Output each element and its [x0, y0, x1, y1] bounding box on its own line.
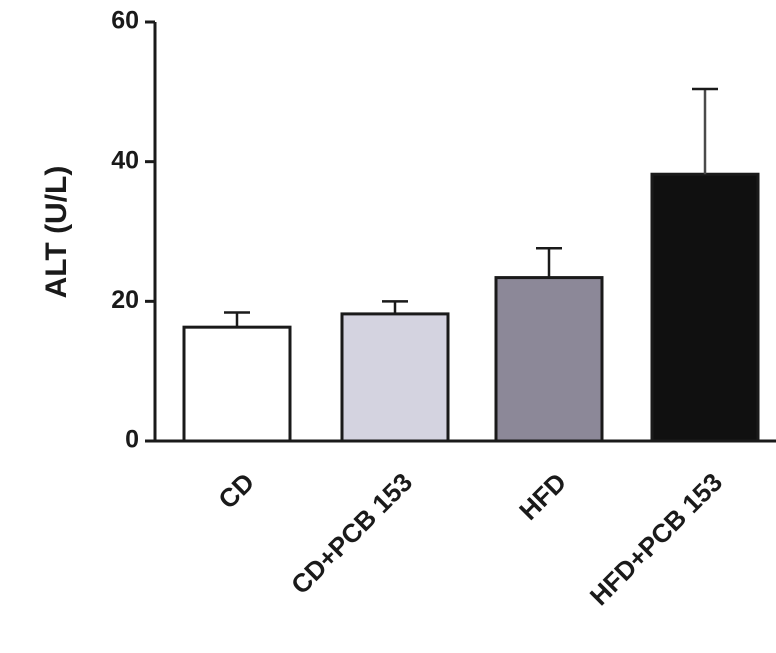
x-category-label: HFD [513, 467, 572, 526]
bar [650, 172, 760, 443]
y-tick-label: 40 [111, 146, 139, 174]
bar [494, 276, 604, 443]
bars [182, 172, 760, 443]
x-category-label-group: CD [212, 467, 260, 515]
error-bars [224, 87, 718, 328]
y-axis-title-group: ALT (U/L) [40, 166, 73, 299]
x-category-label: HFD+PCB 153 [584, 467, 728, 611]
x-category-label: CD+PCB 153 [285, 467, 418, 600]
x-category-label-group: CD+PCB 153 [285, 467, 418, 600]
bar [182, 325, 292, 443]
y-axis-title: ALT (U/L) [40, 166, 73, 299]
y-tick-label: 20 [111, 286, 139, 314]
y-tick-label: 0 [125, 426, 139, 454]
x-category-label-group: HFD+PCB 153 [584, 467, 728, 611]
bar [340, 312, 450, 443]
y-ticks: 0 20 40 60 [111, 7, 155, 454]
y-tick-label: 60 [111, 7, 139, 35]
x-category-label-group: HFD [513, 467, 572, 526]
x-category-label: CD [212, 467, 260, 515]
x-labels: CD CD+PCB 153 HFD HFD+PCB 153 [212, 467, 728, 611]
